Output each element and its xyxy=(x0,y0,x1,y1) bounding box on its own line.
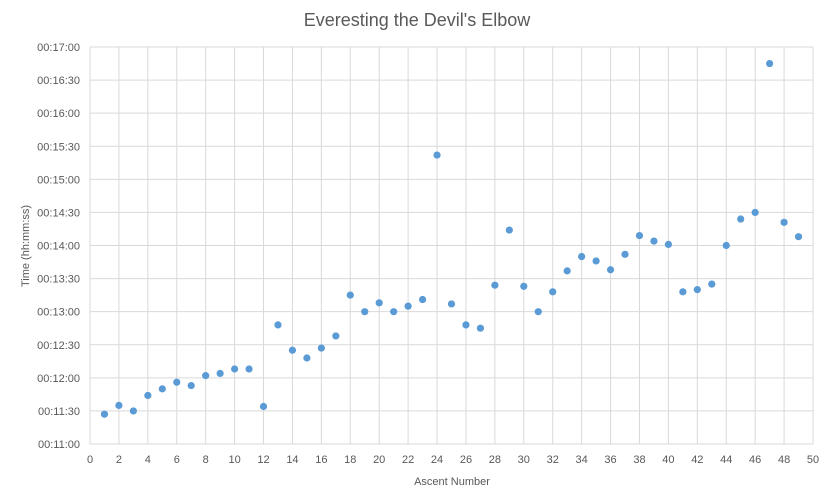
data-point xyxy=(794,233,803,241)
data-point xyxy=(346,291,354,299)
data-point xyxy=(476,324,485,332)
y-tick-label: 00:14:00 xyxy=(37,241,80,253)
y-tick-label: 00:16:30 xyxy=(37,75,80,87)
data-point xyxy=(115,401,123,410)
x-tick-label: 30 xyxy=(518,454,530,466)
data-point xyxy=(563,267,571,275)
y-tick-label: 00:16:00 xyxy=(37,108,80,120)
y-tick-label: 00:17:00 xyxy=(37,42,80,54)
x-tick-label: 40 xyxy=(662,454,674,466)
x-tick-label: 50 xyxy=(807,454,819,466)
y-tick-label: 00:12:30 xyxy=(37,340,80,352)
x-tick-label: 28 xyxy=(489,454,501,466)
x-tick-label: 10 xyxy=(228,454,240,466)
data-points xyxy=(100,59,803,418)
data-point xyxy=(129,407,137,415)
data-point xyxy=(505,226,513,234)
x-tick-label: 20 xyxy=(373,454,385,466)
data-point xyxy=(361,308,369,316)
data-point xyxy=(100,410,109,418)
data-point xyxy=(144,391,152,400)
y-tick-label: 00:15:30 xyxy=(37,141,80,153)
data-point xyxy=(722,241,730,250)
data-point xyxy=(766,59,774,68)
x-tick-label: 14 xyxy=(286,454,298,466)
data-point xyxy=(317,344,325,352)
data-point xyxy=(592,257,600,265)
y-tick-label: 00:11:30 xyxy=(38,406,80,418)
data-point xyxy=(259,402,268,411)
data-point xyxy=(288,346,297,354)
x-tick-label: 32 xyxy=(547,454,559,466)
x-tick-label: 18 xyxy=(344,454,356,466)
x-tick-label: 16 xyxy=(315,454,327,466)
data-point xyxy=(303,354,311,362)
y-tick-label: 00:12:00 xyxy=(37,373,80,385)
data-point xyxy=(216,369,224,378)
x-tick-label: 46 xyxy=(749,454,761,466)
x-tick-label: 38 xyxy=(633,454,645,466)
y-tick-label: 00:13:30 xyxy=(37,274,80,286)
data-point xyxy=(433,151,441,159)
y-axis-ticks: 00:11:00 00:11:30 00:12:00 00:12:30 00:13:00… xyxy=(37,42,80,451)
data-point xyxy=(173,378,181,386)
x-tick-label: 44 xyxy=(720,454,732,466)
data-point xyxy=(737,215,745,223)
y-axis-label: Time (hh:mm:ss) xyxy=(20,205,32,287)
data-point xyxy=(520,282,528,290)
data-point xyxy=(231,365,239,373)
data-point xyxy=(187,381,195,390)
data-point xyxy=(274,321,282,329)
data-point xyxy=(693,286,701,294)
data-point xyxy=(390,308,398,316)
data-point xyxy=(606,266,615,274)
x-tick-label: 4 xyxy=(145,454,151,466)
data-point xyxy=(578,252,586,261)
y-tick-label: 00:13:00 xyxy=(37,307,80,319)
x-axis-label: Ascent Number xyxy=(414,476,490,488)
data-point xyxy=(447,300,456,308)
y-tick-label: 00:15:00 xyxy=(37,174,80,186)
chart-title: Everesting the Devil's Elbow xyxy=(304,10,532,30)
x-tick-label: 0 xyxy=(87,454,93,466)
data-point xyxy=(751,208,759,217)
data-point xyxy=(650,237,658,245)
x-tick-label: 26 xyxy=(460,454,472,466)
x-tick-label: 42 xyxy=(691,454,703,466)
data-point xyxy=(534,308,542,316)
x-tick-label: 24 xyxy=(431,454,443,466)
data-point xyxy=(708,280,716,288)
data-point xyxy=(679,288,687,296)
data-point xyxy=(332,332,340,340)
gridlines xyxy=(89,46,814,445)
x-tick-label: 6 xyxy=(174,454,180,466)
x-tick-label: 2 xyxy=(116,454,122,466)
x-tick-label: 12 xyxy=(257,454,269,466)
data-point xyxy=(780,218,788,226)
x-tick-label: 22 xyxy=(402,454,414,466)
data-point xyxy=(621,250,629,258)
data-point xyxy=(635,231,644,240)
x-tick-label: 8 xyxy=(203,454,209,466)
data-point xyxy=(158,385,166,393)
data-point xyxy=(404,302,412,310)
y-tick-label: 00:14:30 xyxy=(37,207,80,219)
x-axis-ticks: 0 2 4 6 8 10 12 14 16 18 20 22 24 26 28 30 32 34 36 38 40 42 4… xyxy=(87,454,819,466)
data-point xyxy=(491,281,499,289)
data-point xyxy=(462,321,470,329)
data-point xyxy=(418,295,427,304)
data-point xyxy=(549,288,557,296)
x-tick-label: 48 xyxy=(778,454,790,466)
data-point xyxy=(202,372,210,380)
data-point xyxy=(375,299,383,307)
x-tick-label: 36 xyxy=(604,454,616,466)
x-tick-label: 34 xyxy=(576,454,588,466)
data-point xyxy=(664,240,673,248)
data-point xyxy=(245,365,253,373)
y-tick-label: 00:11:00 xyxy=(38,439,80,451)
